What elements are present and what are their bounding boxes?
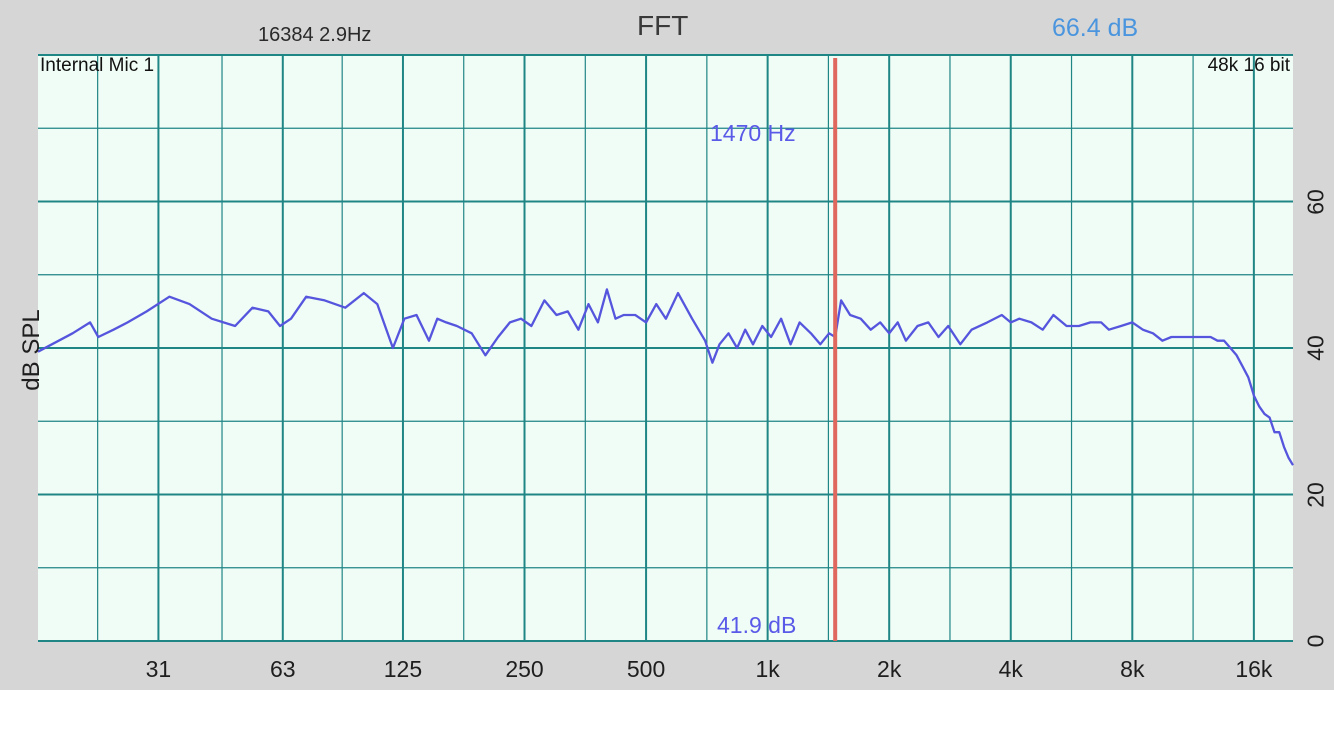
x-tick-label: 63: [269, 656, 296, 682]
y-tick-label: 60: [1302, 188, 1329, 215]
fft-chart[interactable]: [0, 0, 1334, 690]
x-tick-label: 8k: [1120, 656, 1145, 682]
y-tick-label: 20: [1302, 481, 1329, 508]
grid: [38, 54, 1293, 642]
spectrum-trace: [37, 288, 1294, 466]
x-tick-label: 16k: [1235, 656, 1273, 682]
cursor-level-label: 41.9 dB: [717, 612, 797, 638]
x-tick-label: 500: [626, 656, 666, 682]
fft-app-window: 16384 2.9Hz FFT 66.4 dB dB SPL Internal …: [0, 0, 1334, 690]
input-source-label: Internal Mic 1: [40, 55, 155, 76]
x-tick-label: 31: [145, 656, 172, 682]
x-tick-label: 125: [383, 656, 423, 682]
overall-level-readout: 66.4 dB: [1052, 14, 1139, 42]
x-tick-label: 1k: [755, 656, 780, 682]
sample-format-label: 48k 16 bit: [1207, 55, 1290, 76]
fft-size-resolution: 16384 2.9Hz: [258, 24, 372, 46]
cursor-frequency-label: 1470 Hz: [710, 120, 796, 146]
x-tick-label: 250: [505, 656, 544, 682]
y-axis-label: dB SPL: [18, 309, 45, 391]
y-tick-label: 0: [1302, 634, 1329, 648]
x-tick-label: 4k: [998, 656, 1023, 682]
y-tick-label: 40: [1302, 335, 1329, 361]
x-tick-label: 2k: [877, 656, 902, 682]
app-title: FFT: [637, 10, 689, 41]
